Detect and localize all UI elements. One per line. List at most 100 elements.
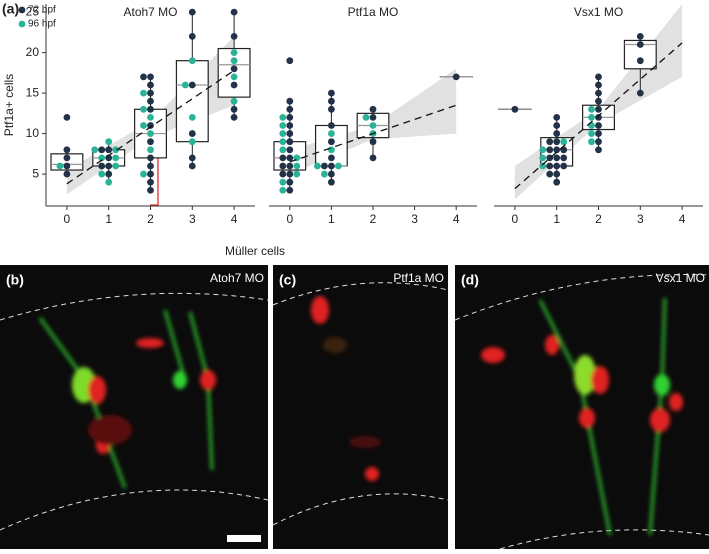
data-point <box>279 187 286 194</box>
data-point <box>140 106 147 113</box>
data-point <box>189 163 196 170</box>
data-point <box>328 98 335 105</box>
y-axis-title: Ptf1a+ cells <box>2 74 16 136</box>
data-point <box>321 163 328 170</box>
data-point <box>370 122 377 129</box>
data-point <box>286 154 293 161</box>
data-point <box>64 154 71 161</box>
data-point <box>286 138 293 145</box>
x-axis-title: Müller cells <box>225 244 285 258</box>
data-point <box>98 163 105 170</box>
data-point <box>147 171 154 178</box>
data-point <box>182 82 189 89</box>
data-point <box>189 33 196 40</box>
data-point <box>147 130 154 137</box>
cell <box>88 376 106 404</box>
image-title: Ptf1a MO <box>393 271 444 285</box>
data-point <box>588 106 595 113</box>
data-point <box>279 130 286 137</box>
cell <box>365 467 379 481</box>
x-tick-label: 0 <box>64 212 71 226</box>
data-point <box>105 146 112 153</box>
data-point <box>286 171 293 178</box>
data-point <box>147 73 154 80</box>
cell <box>323 337 347 353</box>
data-point <box>147 154 154 161</box>
data-point <box>560 138 567 145</box>
data-point <box>588 138 595 145</box>
data-point <box>189 57 196 64</box>
legend-swatch <box>19 21 26 28</box>
data-point <box>231 65 238 72</box>
cell <box>200 370 216 390</box>
data-point <box>553 130 560 137</box>
x-tick-label: 2 <box>370 212 377 226</box>
data-point <box>189 130 196 137</box>
x-tick-label: 1 <box>328 212 335 226</box>
data-point <box>595 90 602 97</box>
x-tick-label: 4 <box>231 212 238 226</box>
data-point <box>286 114 293 121</box>
data-point <box>588 114 595 121</box>
data-point <box>286 98 293 105</box>
x-tick-label: 2 <box>595 212 602 226</box>
data-point <box>328 154 335 161</box>
data-point <box>328 179 335 186</box>
cell <box>481 347 505 363</box>
data-point <box>231 57 238 64</box>
data-point <box>314 163 321 170</box>
data-point <box>286 57 293 64</box>
data-point <box>286 179 293 186</box>
data-point <box>140 73 147 80</box>
data-point <box>64 146 71 153</box>
x-tick-label: 4 <box>453 212 460 226</box>
cell <box>669 393 683 411</box>
data-point <box>189 138 196 145</box>
data-point <box>57 163 64 170</box>
data-point <box>140 171 147 178</box>
data-point <box>328 163 335 170</box>
data-point <box>279 179 286 186</box>
data-point <box>231 49 238 56</box>
data-point <box>560 154 567 161</box>
data-point <box>595 73 602 80</box>
data-point <box>553 154 560 161</box>
x-tick-label: 0 <box>512 212 519 226</box>
data-point <box>595 82 602 89</box>
data-point <box>279 154 286 161</box>
facet-title: Vsx1 MO <box>574 5 623 19</box>
y-tick-label: 20 <box>26 45 40 59</box>
data-point <box>546 163 553 170</box>
data-point <box>147 179 154 186</box>
data-point <box>147 98 154 105</box>
box <box>176 61 208 142</box>
data-point <box>560 163 567 170</box>
data-point <box>328 90 335 97</box>
data-point <box>286 163 293 170</box>
legend-swatch <box>19 7 26 14</box>
data-point <box>279 114 286 121</box>
panel-label: (c) <box>279 272 296 288</box>
data-point <box>328 122 335 129</box>
data-point <box>286 130 293 137</box>
legend-label: 72 hpf <box>28 5 56 16</box>
data-point <box>553 114 560 121</box>
y-tick-label: 15 <box>26 85 40 99</box>
x-tick-label: 1 <box>553 212 560 226</box>
x-tick-label: 1 <box>105 212 112 226</box>
micrograph: (c) Ptf1a MO <box>273 265 448 549</box>
data-point <box>553 122 560 129</box>
cell <box>591 366 609 394</box>
panel-label: (b) <box>6 272 24 288</box>
data-point <box>595 130 602 137</box>
scale-bar <box>227 535 261 542</box>
data-point <box>595 122 602 129</box>
data-point <box>553 171 560 178</box>
data-point <box>189 114 196 121</box>
data-point <box>637 90 644 97</box>
data-point <box>147 138 154 145</box>
micrograph: (b) Atoh7 MO <box>0 265 268 549</box>
data-point <box>637 57 644 64</box>
cell <box>88 415 132 445</box>
